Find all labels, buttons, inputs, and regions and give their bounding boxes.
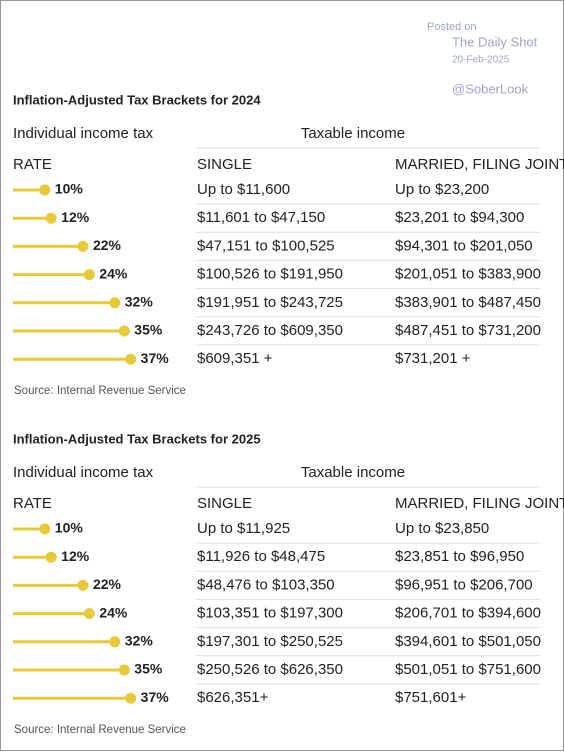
rate-label: 22%	[93, 576, 122, 592]
table-title: Inflation-Adjusted Tax Brackets for 2025	[13, 431, 261, 446]
rate-dot	[77, 240, 89, 252]
rate-dot	[39, 523, 51, 535]
rate-label: 24%	[99, 604, 128, 620]
rate-dot	[118, 325, 130, 337]
rate-label: 12%	[61, 209, 90, 225]
married-cell: $201,051 to $383,900	[395, 266, 541, 283]
source-note: Source: Internal Revenue Service	[14, 385, 186, 397]
group-label: Individual income tax	[13, 125, 154, 142]
watermark-handle: @SoberLook	[452, 81, 529, 96]
rate-dot	[45, 212, 57, 224]
single-cell: Up to $11,600	[197, 181, 290, 198]
married-cell: $94,301 to $201,050	[395, 237, 533, 254]
rate-dot	[45, 551, 57, 563]
married-cell: $23,201 to $94,300	[395, 209, 524, 226]
married-cell: $206,701 to $394,600	[395, 605, 541, 622]
married-cell: $731,201 +	[395, 350, 471, 367]
single-cell: $47,151 to $100,525	[197, 237, 335, 254]
single-cell: $250,526 to $626,350	[197, 661, 343, 678]
married-cell: $751,601+	[395, 689, 467, 706]
single-cell: $626,351+	[197, 689, 269, 706]
column-header: MARRIED, FILING JOINTLY	[395, 156, 564, 173]
rate-label: 37%	[141, 350, 170, 366]
group-label: Individual income tax	[13, 464, 154, 481]
rate-dot	[83, 269, 95, 281]
married-cell: $23,851 to $96,950	[395, 548, 524, 565]
married-cell: $394,601 to $501,050	[395, 633, 541, 650]
rate-dot	[109, 297, 121, 309]
rate-label: 22%	[93, 237, 122, 253]
rate-dot	[118, 664, 130, 676]
column-header: MARRIED, FILING JOINTLY	[395, 495, 564, 512]
rate-label: 35%	[134, 322, 163, 338]
column-group: Taxable income	[301, 125, 405, 142]
married-cell: $501,051 to $751,600	[395, 661, 541, 678]
single-cell: $48,476 to $103,350	[197, 576, 335, 593]
rate-label: 37%	[141, 689, 170, 705]
single-cell: $103,351 to $197,300	[197, 605, 343, 622]
single-cell: $243,726 to $609,350	[197, 322, 343, 339]
rate-dot	[125, 692, 137, 704]
single-cell: $191,951 to $243,725	[197, 294, 343, 311]
rate-dot	[125, 353, 137, 365]
column-group: Taxable income	[301, 464, 405, 481]
rate-label: 32%	[125, 633, 154, 649]
rate-dot	[77, 579, 89, 591]
single-cell: Up to $11,925	[197, 520, 290, 537]
column-header: SINGLE	[197, 156, 252, 173]
watermark-date: 20-Feb-2025	[452, 55, 510, 66]
single-cell: $11,926 to $48,475	[197, 548, 325, 565]
married-cell: Up to $23,850	[395, 520, 489, 537]
single-cell: $11,601 to $47,150	[197, 209, 325, 226]
column-header: RATE	[13, 495, 52, 512]
married-cell: $383,901 to $487,450	[395, 294, 541, 311]
rate-label: 12%	[61, 548, 90, 564]
column-header: RATE	[13, 156, 52, 173]
rate-label: 32%	[125, 294, 154, 310]
married-cell: $96,951 to $206,700	[395, 576, 533, 593]
rate-label: 10%	[55, 181, 84, 197]
rate-label: 10%	[55, 520, 84, 536]
rate-dot	[83, 608, 95, 620]
column-header: SINGLE	[197, 495, 252, 512]
rate-dot	[39, 184, 51, 196]
source-note: Source: Internal Revenue Service	[14, 724, 186, 736]
single-cell: $197,301 to $250,525	[197, 633, 343, 650]
watermark-posted: Posted on	[427, 21, 477, 33]
married-cell: Up to $23,200	[395, 181, 489, 198]
rate-label: 35%	[134, 661, 163, 677]
watermark-source: The Daily Shot	[452, 34, 538, 49]
table-title: Inflation-Adjusted Tax Brackets for 2024	[13, 92, 261, 107]
rate-dot	[109, 636, 121, 648]
married-cell: $487,451 to $731,200	[395, 322, 541, 339]
single-cell: $100,526 to $191,950	[197, 266, 343, 283]
single-cell: $609,351 +	[197, 350, 273, 367]
rate-label: 24%	[99, 265, 128, 281]
